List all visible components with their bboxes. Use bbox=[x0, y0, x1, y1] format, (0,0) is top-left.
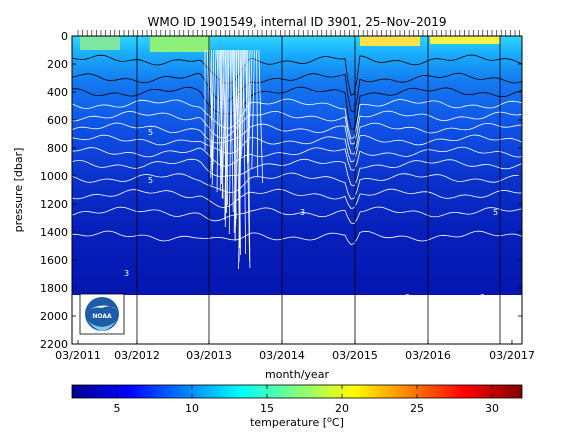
surface-patch-hot bbox=[360, 36, 420, 46]
x-tick-label: 03/2013 bbox=[186, 349, 232, 362]
isotherm-line bbox=[211, 49, 217, 186]
logo-text: NOAA bbox=[92, 313, 112, 320]
isotherm-line bbox=[72, 172, 522, 200]
isotherm-line bbox=[224, 49, 228, 221]
isotherm-line bbox=[219, 49, 224, 192]
y-tick-label: 1800 bbox=[40, 282, 68, 295]
isotherm-label: 5 bbox=[493, 208, 498, 217]
logo-circle bbox=[85, 297, 119, 331]
plot-frame bbox=[71, 35, 523, 345]
isotherm-line bbox=[221, 49, 227, 199]
isotherm-line bbox=[72, 206, 522, 225]
y-tick-label: 1400 bbox=[40, 226, 68, 239]
surface-layer bbox=[80, 36, 500, 52]
colorbar-tick-label: 20 bbox=[335, 402, 349, 415]
isotherm-line bbox=[216, 49, 222, 171]
surface-patch-hot bbox=[430, 36, 500, 44]
x-tick-label: 03/2015 bbox=[332, 349, 378, 362]
colorbar-label-prefix: temperature [ bbox=[250, 416, 327, 429]
y-tick-label: 1600 bbox=[40, 254, 68, 267]
isotherm-line bbox=[241, 49, 245, 157]
colorbar-tick-label: 15 bbox=[260, 402, 274, 415]
isotherm-line bbox=[251, 49, 255, 170]
x-tick-label: 03/2012 bbox=[114, 349, 160, 362]
surface-patch-warm bbox=[80, 36, 120, 50]
y-tick-label: 1000 bbox=[40, 170, 68, 183]
isotherm-line bbox=[72, 86, 522, 130]
y-tick-label: 1200 bbox=[40, 198, 68, 211]
isotherm-line bbox=[218, 49, 223, 178]
isotherm-line bbox=[229, 49, 234, 213]
y-tick-label: 0 bbox=[61, 30, 68, 43]
y-tick-label: 200 bbox=[47, 58, 68, 71]
isotherm-line bbox=[233, 49, 238, 234]
isotherm-label: 3 bbox=[124, 269, 129, 278]
x-tick-label: 03/2017 bbox=[489, 349, 535, 362]
colorbar-label: temperature [oC] bbox=[250, 415, 344, 429]
plot-area bbox=[72, 36, 522, 344]
colorbar-tick-label: 25 bbox=[410, 402, 424, 415]
isotherm-line bbox=[210, 49, 215, 179]
colorbar-tick-label: 5 bbox=[114, 402, 121, 415]
y-tick-label: 2200 bbox=[40, 338, 68, 351]
isotherm-line bbox=[72, 146, 522, 171]
x-axis: 03/2011 03/2012 03/2013 03/2014 03/2015 03/20… bbox=[55, 340, 535, 362]
isotherm-line bbox=[243, 49, 247, 255]
colorbar-label-unit: C] bbox=[332, 416, 344, 429]
isotherm-label: 5 bbox=[148, 128, 153, 137]
logo-bird bbox=[86, 305, 118, 312]
year-gridlines bbox=[136, 36, 501, 344]
colorbar-label-degree: o bbox=[327, 415, 332, 424]
isotherm-line bbox=[247, 49, 251, 156]
noaa-logo: NOAA bbox=[79, 293, 125, 335]
y-tick-label: 2000 bbox=[40, 310, 68, 323]
isotherm-line bbox=[224, 49, 230, 228]
x-tick-label: 03/2011 bbox=[55, 349, 101, 362]
isotherm-line bbox=[72, 72, 522, 113]
logo-wave bbox=[87, 320, 117, 331]
isotherm-label: 3 bbox=[405, 293, 410, 302]
isotherm-lines bbox=[72, 49, 522, 270]
isotherm-line bbox=[72, 158, 522, 187]
isotherm-label: 3 bbox=[300, 208, 305, 217]
x-axis-label: month/year bbox=[265, 368, 329, 381]
y-tick-label: 400 bbox=[47, 86, 68, 99]
y-axis-label: pressure [dbar] bbox=[12, 148, 25, 233]
x-tick-label: 03/2014 bbox=[259, 349, 305, 362]
isotherm-line bbox=[211, 49, 213, 172]
y-axis: 0 200 400 600 800 1000 1200 1400 1600 1800 2000 220… bbox=[40, 30, 522, 351]
isotherm-line bbox=[239, 49, 242, 248]
isotherm-line bbox=[72, 230, 522, 245]
colorbar-tick-label: 30 bbox=[485, 402, 499, 415]
isotherm-line bbox=[247, 49, 251, 269]
isotherm-line bbox=[72, 122, 522, 155]
isotherm-line bbox=[72, 54, 522, 96]
y-tick-label: 800 bbox=[47, 142, 68, 155]
isotherm-label: 5 bbox=[148, 176, 153, 185]
surface-patch-warm bbox=[150, 36, 210, 52]
isotherm-line bbox=[227, 49, 229, 206]
x-tick-label: 03/2016 bbox=[405, 349, 451, 362]
chart-title: WMO ID 1901549, internal ID 3901, 25–Nov… bbox=[148, 15, 447, 29]
profile-ticks bbox=[77, 30, 520, 36]
isotherm-line bbox=[234, 49, 240, 241]
colorbar-tick-label: 10 bbox=[185, 402, 199, 415]
colorbar bbox=[71, 384, 523, 399]
isotherm-line bbox=[72, 188, 522, 209]
y-tick-label: 600 bbox=[47, 114, 68, 127]
isotherm-line bbox=[72, 110, 522, 145]
colorbar-ticks: 5 10 15 20 25 30 bbox=[114, 385, 499, 415]
temperature-field bbox=[72, 36, 522, 295]
isotherm-line bbox=[256, 49, 259, 177]
isotherm-line bbox=[245, 49, 250, 262]
isotherm-line bbox=[72, 134, 522, 163]
isotherm-label: 3 bbox=[480, 293, 485, 302]
isotherm-line bbox=[72, 98, 522, 140]
isotherm-line bbox=[258, 49, 264, 184]
isotherm-labels: 3 3 3 3 5 5 5 bbox=[124, 128, 498, 302]
isotherm-line bbox=[247, 49, 253, 163]
